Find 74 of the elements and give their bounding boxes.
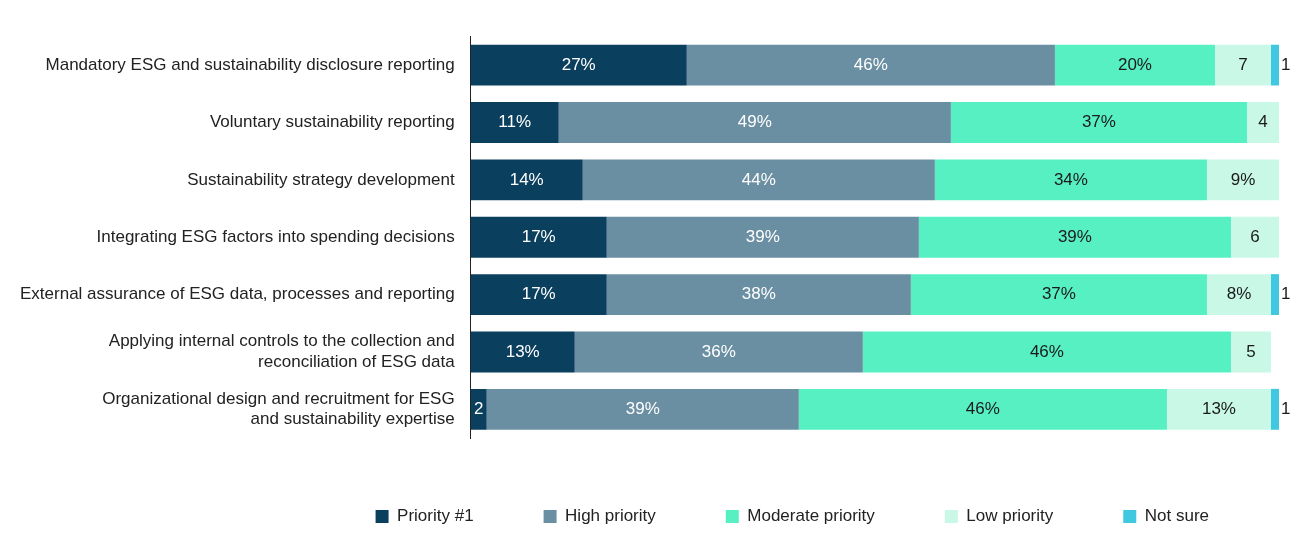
- bar: [470, 331, 575, 373]
- bar: [470, 274, 607, 316]
- y-tick-label: Integrating ESG factors into spending decisions: [96, 226, 455, 246]
- data-label: 46%: [853, 54, 888, 74]
- data-label: 38%: [741, 284, 776, 304]
- data-label: 9%: [1230, 169, 1256, 189]
- bar: [1206, 159, 1279, 201]
- legend-label: Moderate priority: [747, 506, 876, 526]
- data-label: 39%: [1057, 226, 1092, 246]
- data-label: 17%: [521, 226, 556, 246]
- data-label: 49%: [737, 112, 772, 132]
- legend-label: Not sure: [1144, 506, 1209, 526]
- data-label: 17%: [521, 284, 556, 304]
- data-label: 37%: [1041, 284, 1076, 304]
- data-label: 1: [1280, 399, 1291, 418]
- data-label: 1: [1280, 54, 1291, 74]
- bar: [918, 216, 1231, 258]
- bar: [910, 274, 1207, 316]
- data-label: 46%: [965, 399, 1000, 418]
- bar: [606, 274, 911, 316]
- bar: [798, 388, 1167, 430]
- data-label: 2: [473, 399, 484, 418]
- bar: [574, 331, 863, 373]
- bar: [934, 159, 1207, 201]
- bar: [470, 44, 687, 86]
- bar: [1246, 102, 1279, 143]
- bar: [1206, 274, 1271, 316]
- data-label: 8%: [1226, 284, 1252, 304]
- bar: [1271, 388, 1279, 430]
- data-label: 13%: [505, 341, 540, 361]
- bar: [1054, 44, 1215, 86]
- bar: [470, 102, 559, 143]
- data-label: 14%: [509, 169, 544, 189]
- bar: [470, 216, 607, 258]
- data-label: 20%: [1117, 54, 1152, 74]
- data-label: 39%: [625, 399, 660, 418]
- data-label: 4: [1258, 112, 1268, 132]
- bar: [558, 102, 951, 143]
- bar: [686, 44, 1055, 86]
- legend-label: Priority #1: [397, 506, 474, 526]
- data-label: 13%: [1201, 399, 1236, 418]
- data-label: 27%: [561, 54, 596, 74]
- y-tick-label: Applying internal controls to the collection and reconciliation of ESG data: [108, 331, 456, 371]
- bar: [582, 159, 935, 201]
- bar: [1271, 44, 1279, 86]
- bar: [1214, 44, 1271, 86]
- bar: [606, 216, 919, 258]
- bar: [1230, 216, 1279, 258]
- legend-label: Low priority: [966, 506, 1054, 526]
- data-label: 39%: [745, 226, 780, 246]
- data-label: 44%: [741, 169, 776, 189]
- data-label: 6: [1250, 226, 1260, 246]
- data-label: 11%: [498, 112, 532, 132]
- data-label: 7: [1238, 54, 1248, 74]
- bar: [1166, 388, 1271, 430]
- y-tick-label: Sustainability strategy development: [187, 169, 455, 189]
- data-label: 5: [1246, 341, 1256, 361]
- data-label: 46%: [1029, 341, 1064, 361]
- bar: [470, 388, 487, 430]
- y-tick-label: Voluntary sustainability reporting: [209, 112, 455, 132]
- legend-label: High priority: [565, 506, 657, 526]
- bar: [1271, 274, 1279, 316]
- data-label: 37%: [1081, 112, 1116, 132]
- data-label: 34%: [1053, 169, 1088, 189]
- bar: [1230, 331, 1271, 373]
- bar: [862, 331, 1231, 373]
- data-label: 36%: [701, 341, 736, 361]
- y-tick-label: External assurance of ESG data, processes and reporting: [20, 284, 455, 304]
- bar: [470, 159, 583, 201]
- y-tick-label: Mandatory ESG and sustainability disclosure reporting: [45, 54, 455, 74]
- bar: [950, 102, 1247, 143]
- bar: [486, 388, 799, 430]
- y-tick-label: Organizational design and recruitment for ESG and sustainability expertise: [102, 388, 455, 429]
- data-label: 1: [1280, 284, 1291, 304]
